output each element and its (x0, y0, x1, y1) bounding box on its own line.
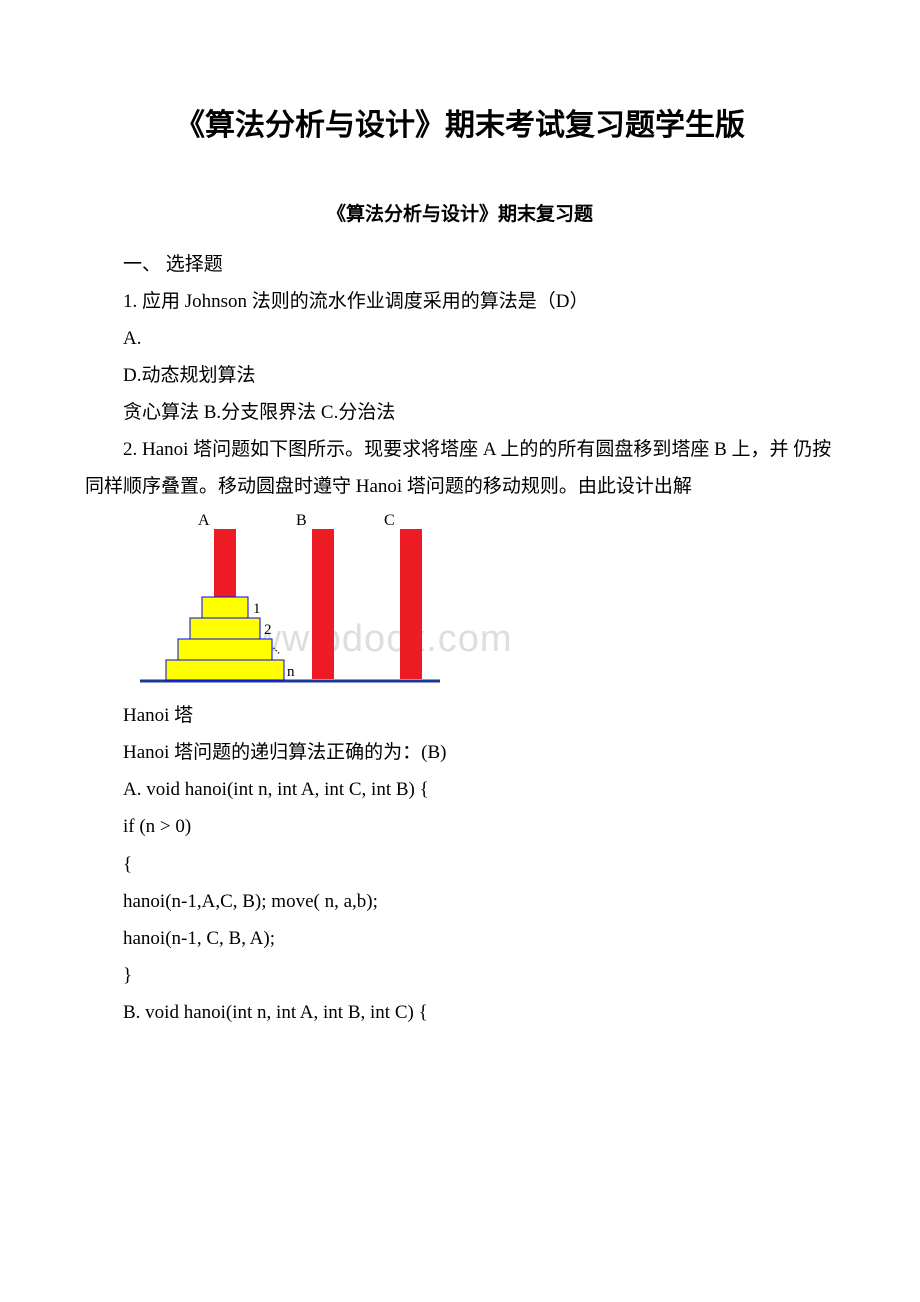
q1-options-rest: 贪心算法 B.分支限界法 C.分治法 (85, 394, 835, 431)
label-a: A (198, 512, 210, 529)
q1-stem: 1. 应用 Johnson 法则的流水作业调度采用的算法是（D） (85, 283, 835, 320)
figure-caption: Hanoi 塔 (85, 697, 835, 734)
q2-stem: 2. Hanoi 塔问题如下图所示。现要求将塔座 A 上的的所有圆盘移到塔座 B… (85, 431, 835, 505)
code-a-4: hanoi(n-1,A,C, B); move( n, a,b); (85, 883, 835, 920)
disk-n (166, 660, 284, 680)
disk-1 (202, 597, 248, 618)
code-b-1: B. void hanoi(int n, int A, int B, int C… (85, 994, 835, 1031)
document-content: 《算法分析与设计》期末考试复习题学生版 《算法分析与设计》期末复习题 一、 选择… (85, 100, 835, 1031)
hanoi-diagram: A B C 1 2 ... n (140, 511, 835, 691)
peg-b (312, 529, 334, 679)
q1-option-d: D.动态规划算法 (85, 357, 835, 394)
code-a-1: A. void hanoi(int n, int A, int C, int B… (85, 771, 835, 808)
page-subtitle: 《算法分析与设计》期末复习题 (85, 199, 835, 226)
peg-c (400, 529, 422, 679)
q1-option-a: A. (85, 320, 835, 357)
disk-label-n: n (287, 664, 295, 680)
disk-3 (178, 639, 272, 660)
disk-2 (190, 618, 260, 639)
section-heading: 一、 选择题 (85, 246, 835, 283)
code-a-6: } (85, 957, 835, 994)
page-title: 《算法分析与设计》期末考试复习题学生版 (85, 100, 835, 144)
q2-recursion-line: Hanoi 塔问题的递归算法正确的为：(B) (85, 734, 835, 771)
hanoi-svg: A B C 1 2 ... n (140, 511, 440, 686)
code-a-3: { (85, 846, 835, 883)
disk-label-1: 1 (253, 601, 261, 617)
label-b: B (296, 512, 307, 529)
disk-label-2: 2 (264, 622, 272, 638)
code-a-2: if (n > 0) (85, 808, 835, 845)
label-c: C (384, 512, 395, 529)
code-a-5: hanoi(n-1, C, B, A); (85, 920, 835, 957)
disk-label-dots: ... (270, 639, 288, 657)
